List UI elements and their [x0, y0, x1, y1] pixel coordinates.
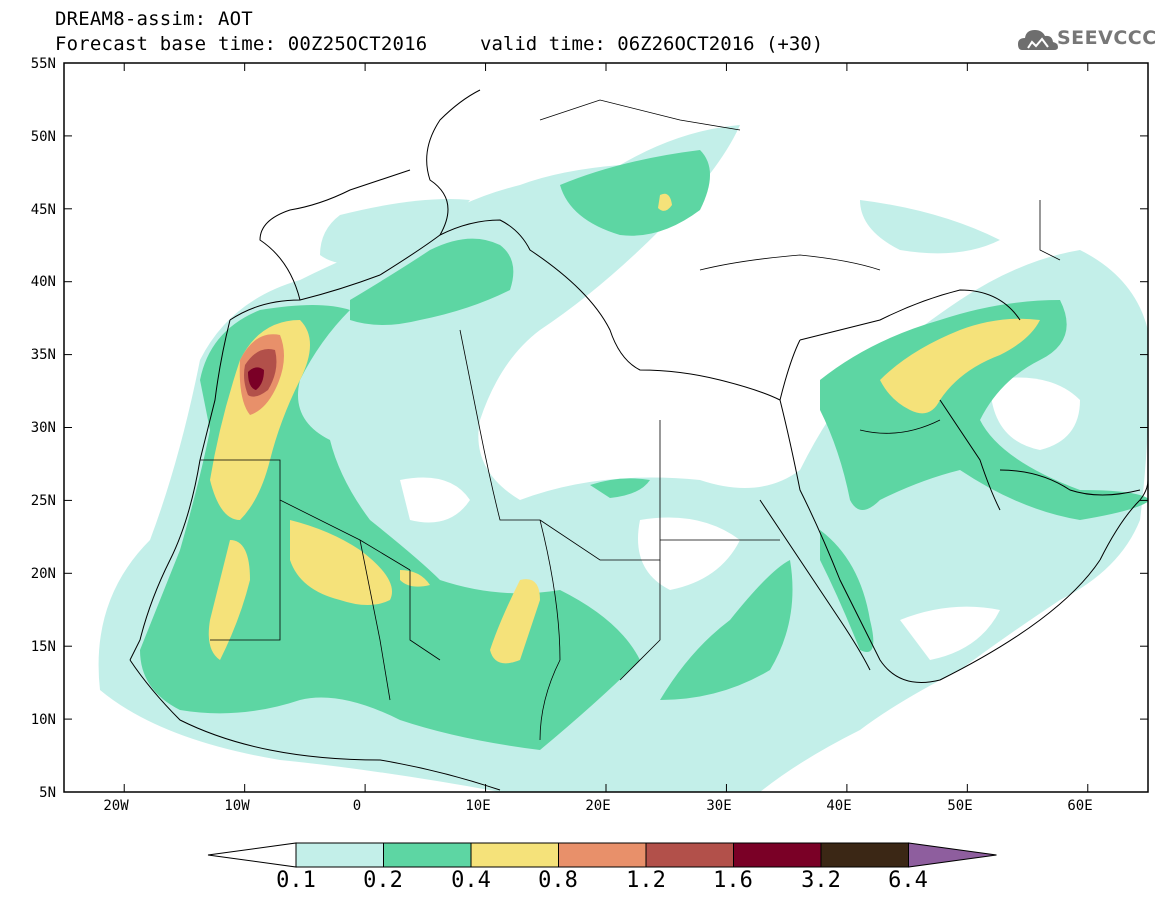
lat-label: 55N: [30, 56, 56, 72]
map-title: DREAM8-assim: AOT: [55, 8, 253, 30]
lon-label: 10W: [224, 798, 250, 814]
colorbar-label: 1.2: [626, 868, 666, 893]
lon-label: 40E: [826, 798, 852, 814]
aot-low-areas: [400, 376, 1080, 660]
colorbar-label: 0.8: [538, 868, 578, 893]
colorbar-label: 3.2: [801, 868, 841, 893]
lat-label: 30N: [30, 420, 56, 436]
lat-label: 35N: [30, 347, 56, 363]
colorbar-label: 1.6: [713, 868, 753, 893]
lon-label: 0: [352, 798, 362, 814]
lat-label: 10N: [30, 712, 56, 728]
colorbar-label: 0.2: [363, 868, 403, 893]
lat-label: 25N: [30, 493, 56, 509]
lat-label: 45N: [30, 202, 56, 218]
lat-label: 15N: [30, 639, 56, 655]
colorbar-label: 6.4: [888, 868, 928, 893]
lon-label: 20W: [103, 798, 129, 814]
valid-time: valid time: 06Z26OCT2016 (+30): [480, 33, 824, 55]
seevccc-cloud-icon: [1018, 30, 1058, 50]
lon-label: 50E: [947, 798, 973, 814]
lon-label: 10E: [465, 798, 491, 814]
logo-text: SEEVCCC: [1057, 27, 1157, 49]
coastlines: [129, 89, 1148, 791]
lat-label: 50N: [30, 129, 56, 145]
colorbar-label: 0.1: [276, 868, 316, 893]
lon-label: 30E: [706, 798, 732, 814]
lat-label: 20N: [30, 566, 56, 582]
colorbar-label: 0.4: [451, 868, 491, 893]
forecast-base-time: Forecast base time: 00Z25OCT2016: [55, 33, 428, 55]
lon-label: 20E: [585, 798, 611, 814]
lat-label: 40N: [30, 274, 56, 290]
aot-band-1.6: [248, 367, 264, 390]
lon-label: 60E: [1067, 798, 1093, 814]
country-borders: [200, 99, 1061, 741]
lat-label: 5N: [39, 785, 56, 801]
aot-band-0.4: [208, 193, 1040, 664]
